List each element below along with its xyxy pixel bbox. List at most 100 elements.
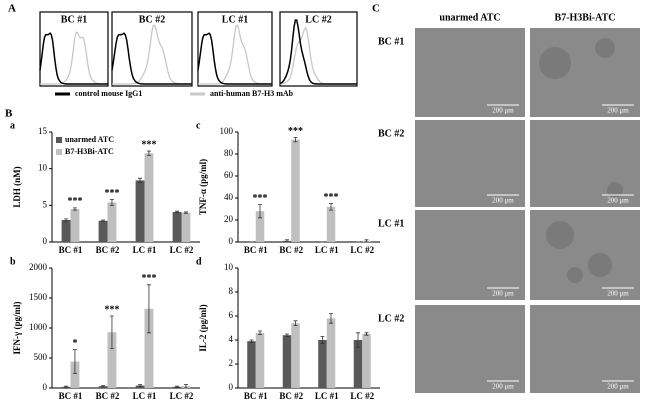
y-axis-label: IL-2 (pg/ml) xyxy=(198,304,208,351)
subpanel-label: d xyxy=(196,256,202,267)
significance: *** xyxy=(141,139,156,150)
histogram-curve xyxy=(111,32,192,85)
y-tick-label: 5 xyxy=(43,199,48,209)
panel-label: C xyxy=(372,3,380,15)
error-bar xyxy=(146,284,151,334)
x-tick-label: BC #2 xyxy=(96,245,120,255)
y-tick-label: 0 xyxy=(43,382,48,392)
scale-bar-label: 200 μm xyxy=(607,383,629,391)
y-tick-label: 60 xyxy=(224,170,234,180)
error-bar xyxy=(329,203,334,211)
x-tick-label: BC #2 xyxy=(279,391,303,401)
legend-label: control mouse IgG1 xyxy=(75,89,142,98)
micrograph xyxy=(415,120,525,207)
bar xyxy=(135,180,145,242)
column-header: B7-H3Bi-ATC xyxy=(555,12,616,23)
y-tick-label: 2 xyxy=(229,358,234,368)
histogram-frame xyxy=(197,11,273,87)
y-tick-label: 0 xyxy=(229,382,234,392)
bar xyxy=(362,334,371,388)
x-tick-label: LC #1 xyxy=(315,245,339,255)
panel-label: B xyxy=(5,108,13,120)
subpanel-label: c xyxy=(196,120,201,131)
histogram-title: BC #1 xyxy=(61,14,87,25)
bar xyxy=(172,211,182,242)
error-bar xyxy=(284,239,289,243)
column-header: unarmed ATC xyxy=(439,12,500,23)
histogram-curve xyxy=(279,19,357,85)
y-axis-label: TNF-α (pg/ml) xyxy=(198,159,208,215)
legend-swatch xyxy=(56,149,62,155)
significance: *** xyxy=(141,273,156,284)
scale-bar-label: 200 μm xyxy=(607,197,629,205)
y-tick-label: 6 xyxy=(229,310,234,320)
micrograph xyxy=(415,210,525,300)
y-tick-label: 1500 xyxy=(29,292,48,302)
panel-label: A xyxy=(8,3,16,15)
scale-bar-label: 200 μm xyxy=(492,383,514,391)
error-bar xyxy=(183,211,188,214)
error-bar xyxy=(284,333,289,337)
cell-cluster xyxy=(546,221,574,249)
error-bar xyxy=(101,219,106,222)
y-tick-label: 20 xyxy=(224,214,234,224)
bar xyxy=(70,209,80,242)
y-axis-label: LDH (nM) xyxy=(12,166,22,207)
bar xyxy=(98,220,108,242)
error-bar xyxy=(293,137,298,143)
y-tick-label: 10 xyxy=(224,262,234,272)
significance: *** xyxy=(104,304,119,315)
row-label: LC #1 xyxy=(378,218,404,229)
cell-cluster xyxy=(607,182,623,198)
scale-bar-label: 200 μm xyxy=(607,107,629,115)
x-tick-label: BC #2 xyxy=(96,391,120,401)
cell-cluster xyxy=(588,253,612,277)
scale-bar-label: 200 μm xyxy=(607,290,629,298)
error-bar xyxy=(355,332,360,348)
legend-label: unarmed ATC xyxy=(65,135,114,144)
error-bar xyxy=(175,210,180,214)
legend-label: anti-human B7-H3 mAb xyxy=(210,89,294,98)
error-bar xyxy=(109,199,114,206)
significance: *** xyxy=(104,188,119,199)
subpanel-label: b xyxy=(10,256,16,267)
y-tick-label: 4 xyxy=(229,334,234,344)
bar xyxy=(247,341,256,388)
error-bar xyxy=(101,385,106,388)
x-tick-label: BC #1 xyxy=(244,391,268,401)
x-tick-label: BC #1 xyxy=(59,245,83,255)
x-tick-label: BC #2 xyxy=(279,245,303,255)
error-bar xyxy=(138,177,143,183)
bar xyxy=(70,361,80,388)
error-bar xyxy=(109,315,114,349)
error-bar xyxy=(72,349,77,374)
x-tick-label: LC #2 xyxy=(350,245,374,255)
y-tick-label: 15 xyxy=(38,126,48,136)
legend-swatch xyxy=(56,137,62,143)
y-tick-label: 1000 xyxy=(29,322,48,332)
y-tick-label: 10 xyxy=(38,163,48,173)
bar xyxy=(291,323,300,388)
bar xyxy=(107,202,117,242)
error-bar xyxy=(64,385,69,388)
y-tick-label: 8 xyxy=(229,286,234,296)
bar xyxy=(255,332,265,388)
cell-cluster xyxy=(539,47,571,79)
x-tick-label: LC #1 xyxy=(315,391,339,401)
y-axis-label: IFN-γ (pg/ml) xyxy=(12,302,22,355)
error-bar xyxy=(364,332,369,336)
histogram-title: LC #2 xyxy=(305,14,331,25)
histogram-curve xyxy=(39,32,108,85)
y-tick-label: 0 xyxy=(229,236,234,246)
error-bar xyxy=(175,385,180,388)
bar xyxy=(144,308,154,388)
x-tick-label: BC #1 xyxy=(244,245,268,255)
x-tick-label: LC #2 xyxy=(170,245,194,255)
significance: * xyxy=(72,338,77,349)
error-bar xyxy=(329,313,334,324)
histogram-frame xyxy=(279,11,358,87)
error-bar xyxy=(64,218,69,222)
error-bar xyxy=(72,207,77,211)
y-tick-label: 0 xyxy=(43,236,48,246)
scale-bar-label: 200 μm xyxy=(492,107,514,115)
